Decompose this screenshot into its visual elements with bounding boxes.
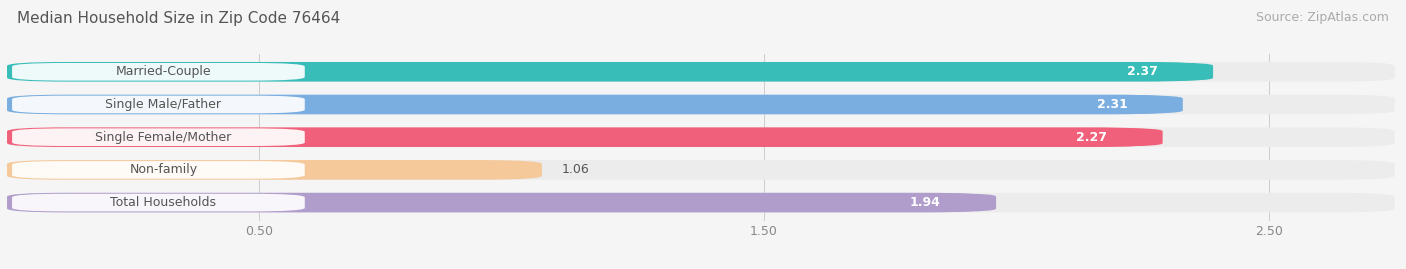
FancyBboxPatch shape bbox=[7, 193, 986, 213]
FancyBboxPatch shape bbox=[7, 95, 1395, 114]
FancyBboxPatch shape bbox=[7, 193, 1395, 213]
Text: Median Household Size in Zip Code 76464: Median Household Size in Zip Code 76464 bbox=[17, 11, 340, 26]
FancyBboxPatch shape bbox=[7, 62, 1395, 82]
FancyBboxPatch shape bbox=[7, 128, 1395, 147]
Text: 1.06: 1.06 bbox=[562, 163, 591, 176]
FancyBboxPatch shape bbox=[855, 193, 995, 212]
Text: 2.37: 2.37 bbox=[1128, 65, 1159, 78]
Text: Source: ZipAtlas.com: Source: ZipAtlas.com bbox=[1256, 11, 1389, 24]
FancyBboxPatch shape bbox=[1042, 95, 1182, 114]
FancyBboxPatch shape bbox=[1071, 63, 1213, 81]
Text: 1.94: 1.94 bbox=[910, 196, 941, 209]
Text: Total Households: Total Households bbox=[111, 196, 217, 209]
Text: Single Male/Father: Single Male/Father bbox=[105, 98, 222, 111]
FancyBboxPatch shape bbox=[7, 62, 1204, 82]
FancyBboxPatch shape bbox=[13, 96, 305, 113]
Text: Married-Couple: Married-Couple bbox=[115, 65, 211, 78]
FancyBboxPatch shape bbox=[13, 63, 305, 81]
Text: 2.31: 2.31 bbox=[1097, 98, 1128, 111]
Text: Single Female/Mother: Single Female/Mother bbox=[96, 131, 232, 144]
FancyBboxPatch shape bbox=[7, 128, 1153, 147]
FancyBboxPatch shape bbox=[13, 161, 305, 179]
FancyBboxPatch shape bbox=[7, 160, 1395, 180]
FancyBboxPatch shape bbox=[13, 194, 305, 211]
Text: 2.27: 2.27 bbox=[1077, 131, 1108, 144]
FancyBboxPatch shape bbox=[7, 95, 1173, 114]
FancyBboxPatch shape bbox=[7, 160, 541, 180]
FancyBboxPatch shape bbox=[13, 128, 305, 146]
Text: Non-family: Non-family bbox=[129, 163, 197, 176]
FancyBboxPatch shape bbox=[1021, 128, 1163, 146]
